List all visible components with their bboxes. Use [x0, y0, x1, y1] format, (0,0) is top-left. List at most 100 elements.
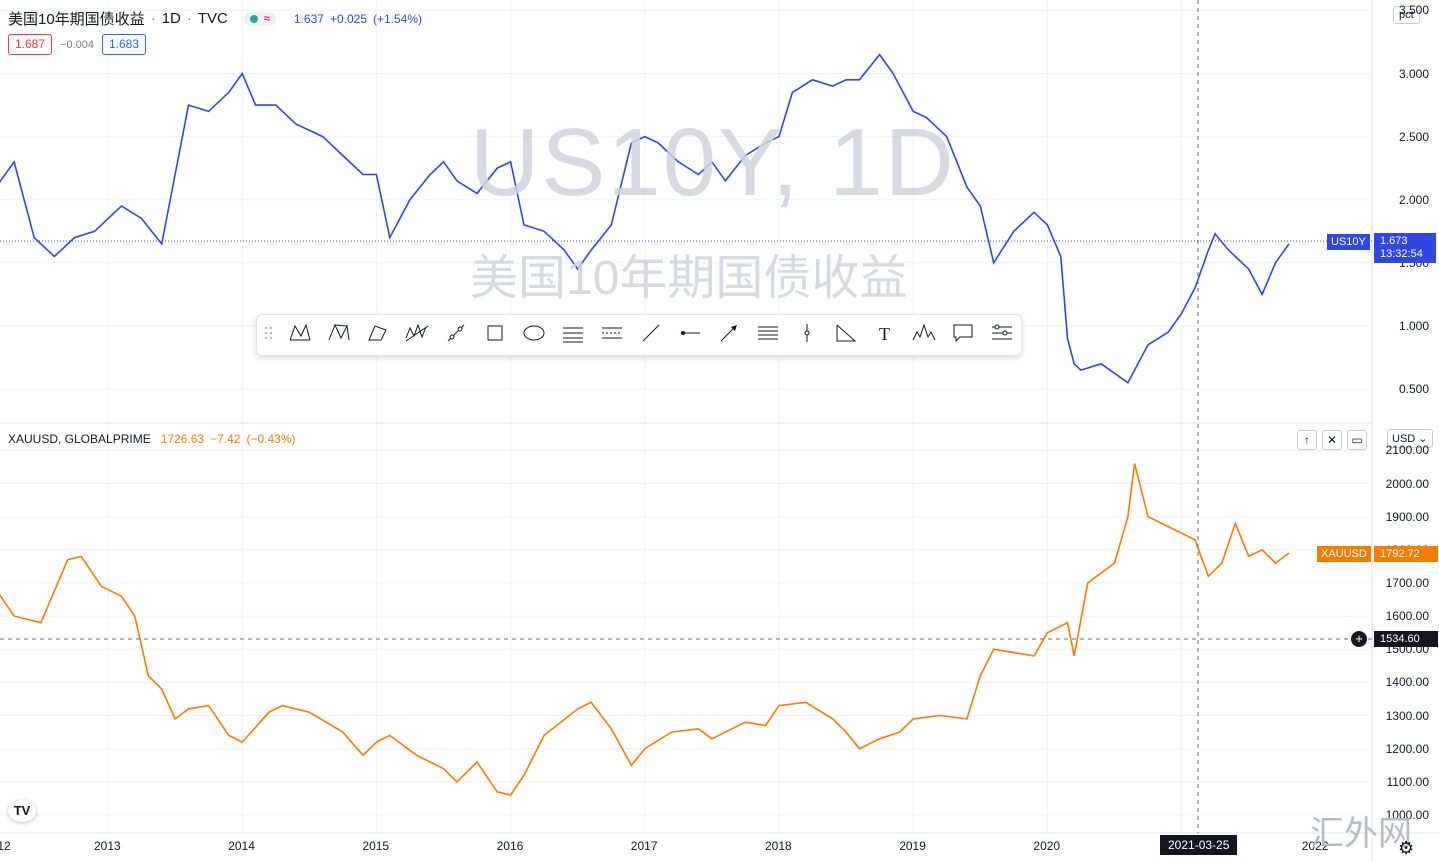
- text-tool-button[interactable]: T: [865, 315, 904, 355]
- time-tick-label: 2012: [0, 839, 11, 853]
- drag-handle-tool-button[interactable]: [257, 315, 281, 355]
- time-tick-label: 2017: [630, 839, 658, 853]
- currency-label: USD: [1392, 433, 1416, 445]
- callout-tool-button[interactable]: [943, 315, 982, 355]
- bid-price[interactable]: 1.687: [8, 34, 53, 55]
- abcd-pattern-tool-button[interactable]: [359, 315, 398, 355]
- us10y-axis-symbol-tag: US10Y: [1327, 234, 1370, 250]
- symbol-title[interactable]: 美国10年期国债收益: [8, 11, 145, 28]
- line-icon: [640, 322, 662, 349]
- date-range-icon: [599, 322, 625, 349]
- settings-list-icon: [989, 322, 1015, 349]
- xauusd-series-line[interactable]: [0, 463, 1290, 797]
- price-tick-label: 2000.00: [1385, 476, 1429, 491]
- time-tick-label: 2014: [228, 839, 255, 853]
- us10y-axis-price-tag: 1.673 13:32:54: [1374, 233, 1436, 263]
- line-tool-button[interactable]: [632, 315, 671, 355]
- fib-retracement-icon: [560, 322, 586, 349]
- parallel-channel-tool-button[interactable]: [748, 315, 787, 355]
- abcd-pattern-icon: [366, 322, 390, 349]
- ellipse-icon: [521, 322, 547, 349]
- market-open-icon: [249, 14, 258, 23]
- last-price: 1.637: [293, 11, 324, 26]
- maximize-pane-button[interactable]: ▭: [1347, 430, 1367, 450]
- settings-list-tool-button[interactable]: [982, 315, 1021, 355]
- gold-last-price: 1726.63: [160, 432, 205, 446]
- tradingview-logo[interactable]: TV: [8, 800, 36, 822]
- unit-button[interactable]: pct: [1393, 6, 1420, 24]
- gold-change: −7.42: [210, 432, 241, 446]
- us10y-tag-price: 1.673: [1380, 235, 1408, 247]
- time-tick-label: 2020: [1033, 839, 1061, 853]
- fib-retracement-tool-button[interactable]: [554, 315, 593, 355]
- price-tick-label: 2.000: [1398, 192, 1429, 207]
- maximize-icon: ▭: [1351, 433, 1363, 447]
- bottom-legend: XAUUSD, GLOBALPRIME 1726.63 −7.42 (−0.43…: [8, 432, 296, 446]
- time-tick-label: 2019: [899, 839, 926, 853]
- price-change-pct: (+1.54%): [373, 11, 423, 26]
- move-pane-up-button[interactable]: ↑: [1297, 430, 1317, 450]
- delayed-data-icon: ≈: [263, 12, 270, 25]
- gold-symbol[interactable]: XAUUSD, GLOBALPRIME: [8, 432, 151, 446]
- vertical-line-tool-button[interactable]: [787, 315, 826, 355]
- site-watermark: 汇外网: [1310, 814, 1412, 854]
- ellipse-tool-button[interactable]: [515, 315, 554, 355]
- add-alert-plus-icon[interactable]: +: [1351, 631, 1367, 647]
- symbol-watermark: US10Y, 1D: [470, 109, 956, 216]
- ask-price[interactable]: 1.683: [101, 34, 147, 55]
- trend-line-icon: [445, 322, 467, 349]
- rectangle-tool-button[interactable]: [476, 315, 515, 355]
- price-tick-label: 3.000: [1398, 66, 1429, 81]
- bid-ask-row: 1.687 −0.004 1.683: [8, 34, 147, 55]
- svg-text:T: T: [879, 324, 890, 344]
- gold-change-pct: (−0.43%): [246, 432, 296, 446]
- arrow-icon: [718, 322, 740, 349]
- text-icon: T: [875, 322, 895, 349]
- drawing-toolbar[interactable]: T: [256, 314, 1022, 356]
- close-icon: ✕: [1326, 433, 1338, 447]
- xabcd-pattern-tool-button[interactable]: [281, 315, 320, 355]
- price-tick-label: 2100.00: [1385, 443, 1429, 458]
- arrow-tool-button[interactable]: [709, 315, 748, 355]
- price-tick-label: 3.500: [1398, 3, 1429, 18]
- triangle-icon: [834, 322, 858, 349]
- head-shoulders-tool-button[interactable]: [904, 315, 943, 355]
- parallel-channel-icon: [755, 322, 781, 349]
- chevron-down-icon: ⌄: [1418, 433, 1428, 445]
- triangle-tool-button[interactable]: [826, 315, 865, 355]
- rectangle-icon: [484, 322, 506, 349]
- price-tick-label: 1200.00: [1385, 741, 1429, 756]
- time-tick-label: 2022: [1301, 839, 1329, 853]
- price-tick-label: 0.500: [1398, 382, 1429, 396]
- price-tick-label: 1400.00: [1385, 675, 1429, 690]
- price-tick-label: 1600.00: [1385, 609, 1429, 624]
- crosshair-date-label: 2021-03-25: [1160, 835, 1238, 855]
- currency-select[interactable]: USD ⌄: [1387, 429, 1433, 448]
- trend-line-tool-button[interactable]: [437, 315, 476, 355]
- price-tick-label: 2.500: [1398, 129, 1429, 144]
- top-legend: 美国10年期国债收益 · 1D · TVC ≈ 1.637 +0.025 (+1…: [8, 10, 423, 28]
- callout-icon: [951, 322, 975, 349]
- elliott-wave-tool-button[interactable]: [398, 315, 437, 355]
- time-tick-label: 2018: [765, 839, 792, 853]
- vertical-line-icon: [800, 322, 814, 349]
- date-range-tool-button[interactable]: [593, 315, 632, 355]
- time-tick-label: 2013: [94, 839, 121, 853]
- crosshair-price-label: 1534.60: [1374, 631, 1438, 647]
- source-label: TVC: [197, 10, 228, 27]
- drag-handle-icon: [264, 325, 274, 346]
- elliott-wave-icon: [404, 322, 430, 349]
- horizontal-ray-tool-button[interactable]: [671, 315, 710, 355]
- time-tick-label: 2016: [496, 839, 524, 853]
- close-pane-button[interactable]: ✕: [1322, 430, 1342, 450]
- settings-gear-icon[interactable]: ⚙: [1398, 838, 1415, 858]
- time-tick-label: 2015: [362, 839, 390, 853]
- interval-label[interactable]: 1D: [161, 10, 181, 27]
- cypher-pattern-icon: [327, 322, 351, 349]
- us10y-series-line[interactable]: [0, 53, 1290, 384]
- market-status-pill[interactable]: ≈: [243, 11, 276, 26]
- cypher-pattern-tool-button[interactable]: [320, 315, 359, 355]
- arrow-up-icon: ↑: [1304, 433, 1310, 447]
- xauusd-axis-price-tag: 1792.72: [1374, 546, 1438, 562]
